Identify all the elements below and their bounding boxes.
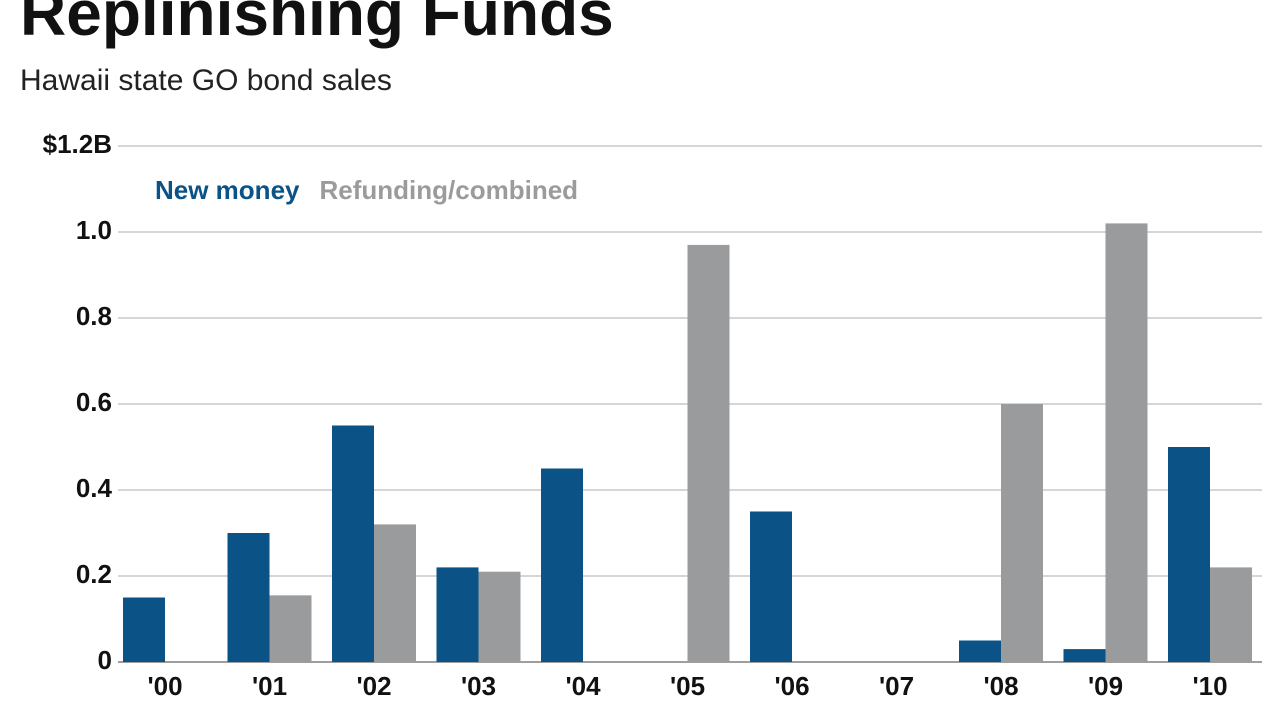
x-tick-label: '10 (1192, 671, 1227, 701)
x-tick-label: '08 (983, 671, 1018, 701)
x-tick-label: '04 (565, 671, 601, 701)
bar (687, 244, 730, 662)
bar (478, 571, 521, 662)
bar (436, 567, 479, 662)
x-tick-label: '07 (879, 671, 914, 701)
bar (269, 595, 312, 662)
bar (959, 640, 1001, 662)
bar (332, 425, 374, 662)
x-tick-label: '05 (670, 671, 705, 701)
bar (123, 597, 165, 662)
x-tick-label: '03 (461, 671, 496, 701)
bar (227, 533, 270, 662)
bar (750, 511, 792, 662)
legend-label: New money (155, 175, 300, 205)
bar (1168, 447, 1210, 662)
bar (1105, 223, 1148, 662)
y-tick-label: 0.2 (76, 559, 112, 589)
x-tick-label: '02 (356, 671, 391, 701)
y-tick-label: 0.6 (76, 387, 112, 417)
bar (541, 468, 583, 662)
x-tick-label: '09 (1088, 671, 1123, 701)
chart-title: Replinishing Funds (20, 0, 614, 49)
bar (1063, 649, 1106, 662)
x-tick-label: '00 (147, 671, 182, 701)
bar (1210, 567, 1252, 662)
y-tick-label: 0 (98, 645, 112, 675)
y-tick-label: 0.4 (76, 473, 113, 503)
bar (1001, 404, 1043, 662)
bar (374, 524, 416, 662)
x-tick-label: '06 (774, 671, 809, 701)
chart-subtitle: Hawaii state GO bond sales (20, 64, 392, 97)
y-tick-label: $1.2B (43, 129, 112, 159)
y-tick-label: 0.8 (76, 301, 112, 331)
legend-label: Refunding/combined (320, 175, 579, 205)
x-tick-label: '01 (252, 671, 287, 701)
y-tick-label: 1.0 (76, 215, 112, 245)
